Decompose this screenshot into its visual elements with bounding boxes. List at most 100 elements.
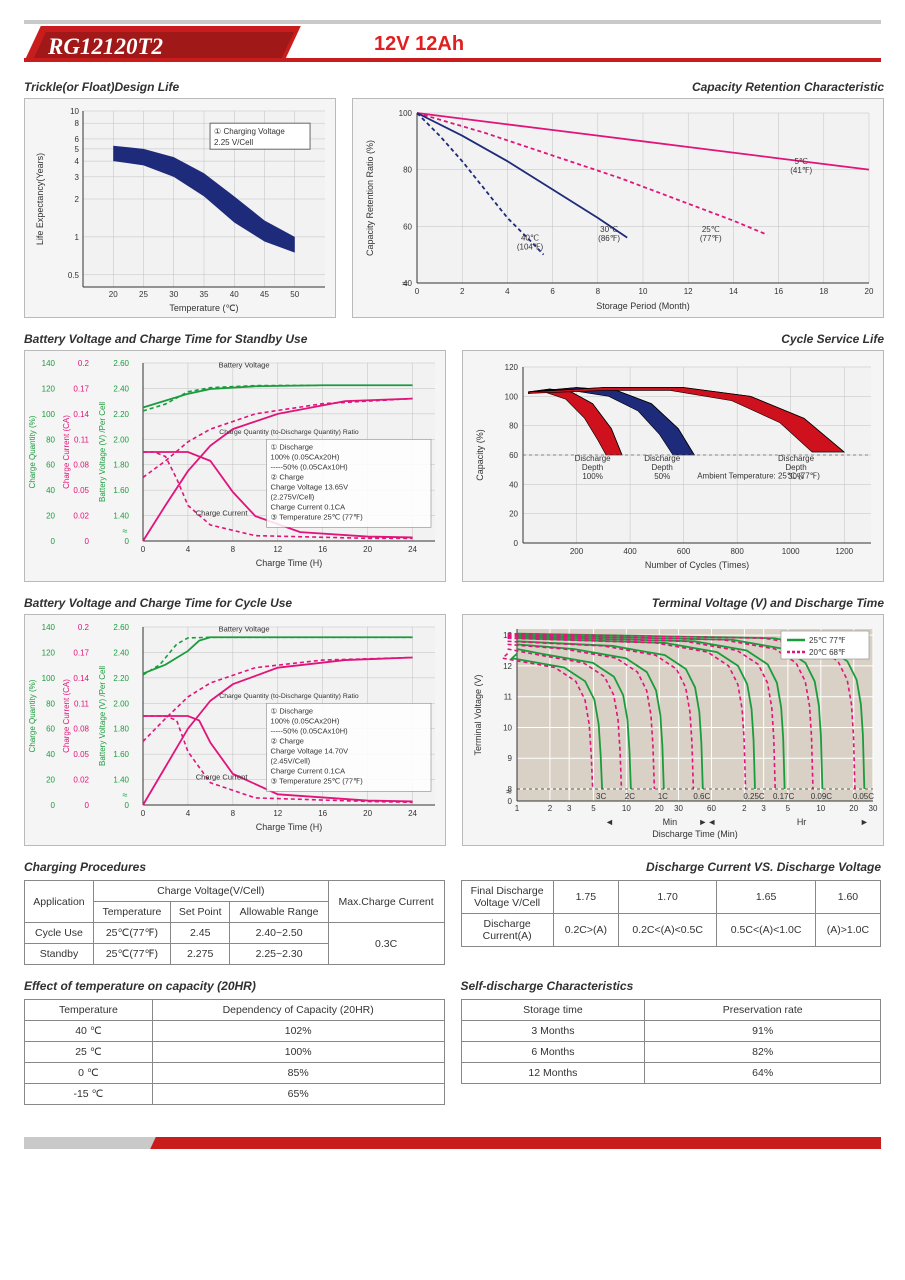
svg-text:(77℉): (77℉) [700, 234, 722, 243]
svg-text:≈: ≈ [506, 787, 512, 798]
svg-text:0: 0 [51, 537, 56, 546]
svg-text:Charge Current: Charge Current [196, 772, 249, 781]
svg-text:① Discharge: ① Discharge [271, 706, 314, 715]
svg-text:Min: Min [663, 817, 678, 827]
svg-text:Discharge: Discharge [575, 454, 612, 463]
model-number: RG12120T2 [48, 34, 163, 60]
svg-text:80: 80 [403, 166, 412, 175]
svg-text:0: 0 [514, 539, 519, 548]
svg-text:2.00: 2.00 [113, 699, 129, 708]
svg-text:1.40: 1.40 [113, 776, 129, 785]
svg-text:1.40: 1.40 [113, 512, 129, 521]
header-band: RG12120T2 12V 12Ah [24, 20, 881, 62]
svg-text:1.80: 1.80 [113, 461, 129, 470]
svg-text:20: 20 [46, 512, 55, 521]
svg-text:0: 0 [415, 287, 420, 296]
svg-text:(104℉): (104℉) [517, 243, 544, 252]
chart2-title: Capacity Retention Characteristic [352, 80, 884, 94]
svg-text:100% (0.05CAx20H): 100% (0.05CAx20H) [271, 716, 340, 725]
svg-text:10: 10 [622, 804, 631, 813]
svg-text:0.2: 0.2 [78, 623, 90, 632]
svg-text:60: 60 [46, 461, 55, 470]
svg-text:20: 20 [655, 804, 664, 813]
svg-text:16: 16 [774, 287, 783, 296]
svg-text:3: 3 [75, 173, 80, 182]
svg-text:Charge Time (H): Charge Time (H) [256, 822, 323, 832]
svg-text:Temperature (℃): Temperature (℃) [169, 303, 238, 313]
svg-text:0: 0 [141, 545, 146, 554]
svg-text:10: 10 [639, 287, 648, 296]
svg-text:2.60: 2.60 [113, 623, 129, 632]
svg-text:③ Temperature 25℃ (77℉): ③ Temperature 25℃ (77℉) [271, 776, 364, 785]
chart3-box: 04812162024000200.021.40400.051.60600.08… [24, 350, 446, 582]
footer-band [24, 1137, 881, 1149]
svg-text:140: 140 [42, 623, 56, 632]
svg-text:20: 20 [363, 809, 372, 818]
svg-text:0.02: 0.02 [73, 512, 89, 521]
svg-text:0.25C: 0.25C [743, 792, 765, 801]
chart3-title: Battery Voltage and Charge Time for Stan… [24, 332, 446, 346]
svg-text:30: 30 [169, 290, 178, 299]
svg-text:2: 2 [548, 804, 553, 813]
svg-text:25℃: 25℃ [702, 225, 720, 234]
svg-text:18: 18 [819, 287, 828, 296]
svg-text:6: 6 [550, 287, 555, 296]
svg-text:16: 16 [318, 545, 327, 554]
svg-text:① Charging Voltage: ① Charging Voltage [214, 127, 285, 136]
svg-text:Battery Voltage (V) /Per Cell: Battery Voltage (V) /Per Cell [98, 402, 107, 502]
svg-text:Terminal Voltage (V): Terminal Voltage (V) [473, 674, 483, 755]
svg-text:Charge Quantity (to-Discharge: Charge Quantity (to-Discharge Quantity) … [219, 429, 359, 436]
svg-text:14: 14 [729, 287, 738, 296]
svg-text:0: 0 [85, 537, 90, 546]
svg-text:400: 400 [623, 547, 637, 556]
chart6-title: Terminal Voltage (V) and Discharge Time [462, 596, 884, 610]
svg-text:50: 50 [290, 290, 299, 299]
svg-text:0: 0 [125, 801, 130, 810]
svg-text:600: 600 [677, 547, 691, 556]
svg-text:2.20: 2.20 [113, 674, 129, 683]
svg-text:Number of Cycles (Times): Number of Cycles (Times) [645, 560, 749, 570]
svg-text:30: 30 [869, 804, 878, 813]
table4-title: Self-discharge Characteristics [461, 979, 882, 993]
svg-text:20: 20 [865, 287, 874, 296]
svg-text:2.40: 2.40 [113, 384, 129, 393]
svg-text:0.05C: 0.05C [853, 792, 875, 801]
svg-text:0.2: 0.2 [78, 359, 90, 368]
svg-text:(86℉): (86℉) [598, 234, 620, 243]
svg-text:Charge Current 0.1CA: Charge Current 0.1CA [271, 502, 346, 511]
svg-text:0.5: 0.5 [68, 271, 80, 280]
svg-text:80: 80 [46, 435, 55, 444]
chart1-box: 202530354045500.5123456810Temperature (℃… [24, 98, 336, 318]
header-grey-bar [24, 20, 881, 24]
svg-text:3: 3 [761, 804, 766, 813]
svg-text:2.40: 2.40 [113, 648, 129, 657]
svg-text:60: 60 [509, 451, 518, 460]
svg-text:45: 45 [260, 290, 269, 299]
svg-text:② Charge: ② Charge [271, 736, 304, 745]
table2-title: Discharge Current VS. Discharge Voltage [461, 860, 882, 874]
svg-text:≈: ≈ [123, 526, 128, 536]
svg-text:1.60: 1.60 [113, 486, 129, 495]
svg-text:120: 120 [505, 363, 519, 372]
svg-text:1000: 1000 [782, 547, 800, 556]
svg-text:4: 4 [505, 287, 510, 296]
svg-text:0.14: 0.14 [73, 410, 89, 419]
svg-text:24: 24 [408, 809, 417, 818]
svg-text:Charge Time (H): Charge Time (H) [256, 558, 323, 568]
svg-text:Battery Voltage: Battery Voltage [219, 360, 270, 369]
svg-text:20: 20 [849, 804, 858, 813]
svg-text:4: 4 [75, 157, 80, 166]
svg-text:Charge Quantity (%): Charge Quantity (%) [28, 415, 37, 488]
svg-text:10: 10 [503, 723, 512, 732]
svg-text:30: 30 [674, 804, 683, 813]
svg-text:Discharge Time (Min): Discharge Time (Min) [652, 829, 738, 839]
svg-text:0: 0 [508, 797, 513, 806]
svg-text:80: 80 [509, 422, 518, 431]
svg-text:40: 40 [46, 750, 55, 759]
svg-text:0.17C: 0.17C [773, 792, 795, 801]
svg-text:200: 200 [570, 547, 584, 556]
svg-text:2: 2 [460, 287, 465, 296]
svg-text:2C: 2C [625, 792, 635, 801]
svg-text:Capacity Retention Ratio (%): Capacity Retention Ratio (%) [365, 140, 375, 256]
chart5-title: Battery Voltage and Charge Time for Cycl… [24, 596, 446, 610]
